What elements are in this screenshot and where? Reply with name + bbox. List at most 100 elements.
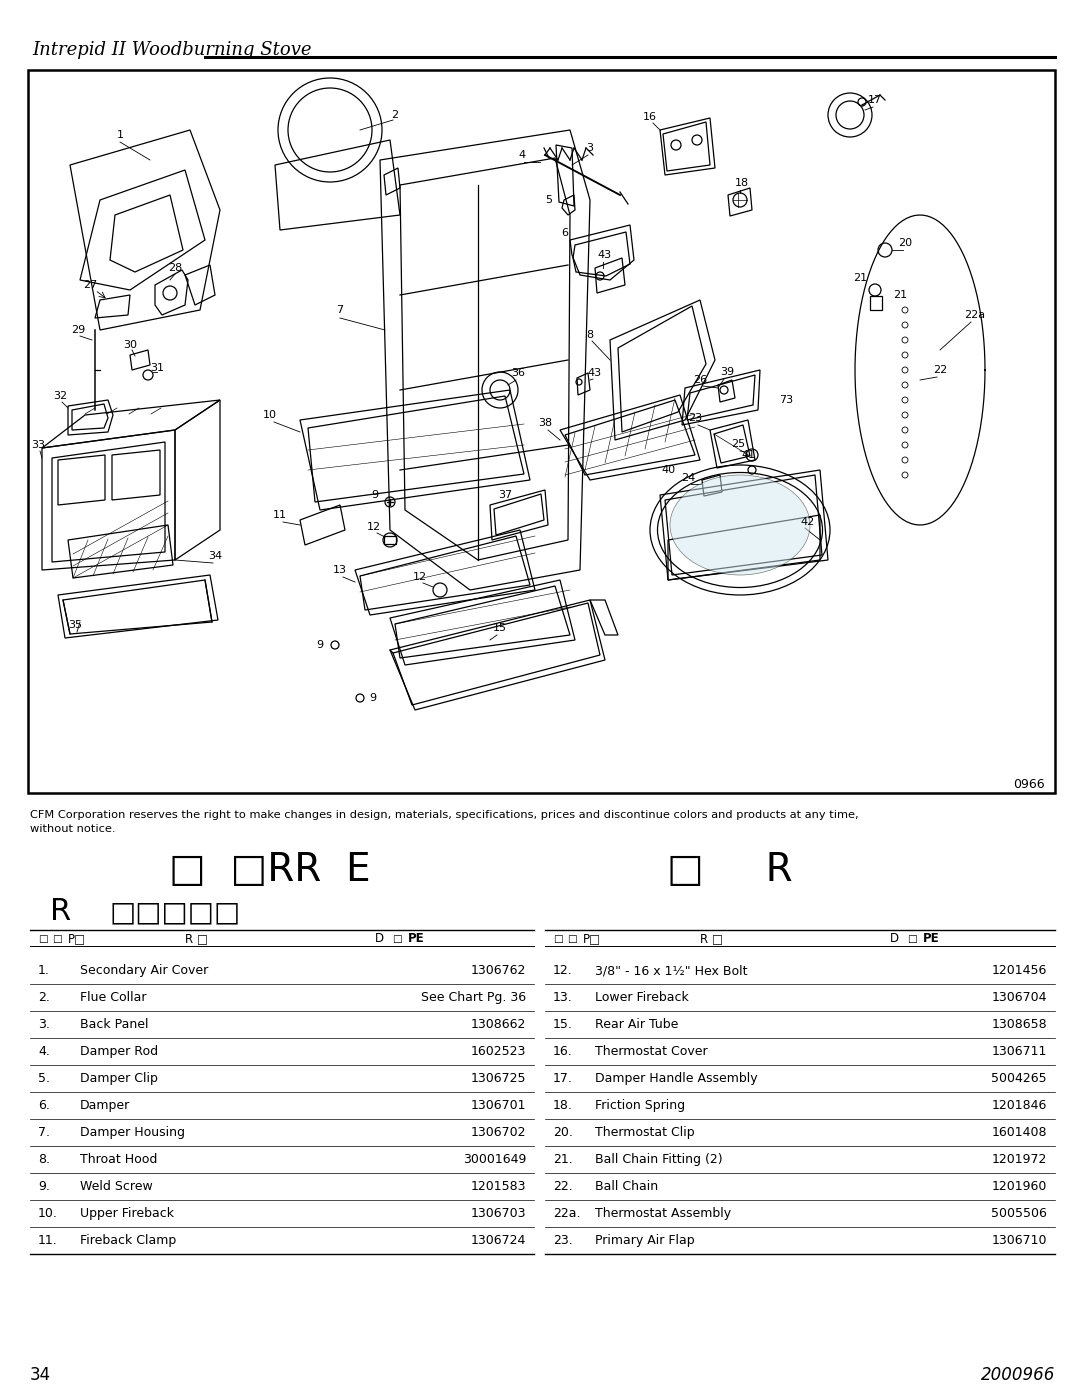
Text: 1306702: 1306702 — [471, 1126, 526, 1139]
Text: 20: 20 — [897, 237, 913, 249]
Text: 1308662: 1308662 — [471, 1018, 526, 1031]
Text: □: □ — [52, 935, 62, 944]
Text: 43: 43 — [588, 367, 602, 379]
Text: 16: 16 — [643, 112, 657, 122]
Text: 11.: 11. — [38, 1234, 57, 1248]
Text: Damper Clip: Damper Clip — [80, 1071, 158, 1085]
Text: 34: 34 — [30, 1366, 51, 1384]
Text: 1601408: 1601408 — [991, 1126, 1047, 1139]
Text: Lower Fireback: Lower Fireback — [595, 990, 689, 1004]
Text: 10.: 10. — [38, 1207, 58, 1220]
Text: 6: 6 — [562, 228, 568, 237]
Text: 43: 43 — [598, 250, 612, 260]
Text: 7: 7 — [337, 305, 343, 314]
Text: 22.: 22. — [553, 1180, 572, 1193]
Text: 18: 18 — [734, 177, 750, 189]
Text: 9: 9 — [372, 490, 379, 500]
Text: 1306762: 1306762 — [471, 964, 526, 977]
Text: 1602523: 1602523 — [471, 1045, 526, 1058]
Text: 21.: 21. — [553, 1153, 572, 1166]
Text: 1306725: 1306725 — [471, 1071, 526, 1085]
Text: Thermostat Assembly: Thermostat Assembly — [595, 1207, 731, 1220]
Text: 41: 41 — [741, 450, 755, 460]
Text: 9: 9 — [316, 640, 324, 650]
Text: 18.: 18. — [553, 1099, 572, 1112]
Text: 12.: 12. — [553, 964, 572, 977]
Text: 1306724: 1306724 — [471, 1234, 526, 1248]
Text: 1306704: 1306704 — [991, 990, 1047, 1004]
Text: Thermostat Clip: Thermostat Clip — [595, 1126, 694, 1139]
Text: 22a.: 22a. — [553, 1207, 581, 1220]
Text: 23: 23 — [688, 414, 702, 423]
Bar — [28, 70, 1055, 793]
Text: 37: 37 — [498, 490, 512, 500]
Text: 3: 3 — [586, 142, 594, 154]
Text: D: D — [375, 933, 384, 946]
Text: Rear Air Tube: Rear Air Tube — [595, 1018, 678, 1031]
Text: 17.: 17. — [553, 1071, 572, 1085]
Text: 9.: 9. — [38, 1180, 50, 1193]
Text: Back Panel: Back Panel — [80, 1018, 149, 1031]
Text: Secondary Air Cover: Secondary Air Cover — [80, 964, 208, 977]
Text: Fireback Clamp: Fireback Clamp — [80, 1234, 176, 1248]
Text: 2.: 2. — [38, 990, 50, 1004]
Text: Thermostat Cover: Thermostat Cover — [595, 1045, 707, 1058]
Text: P□: P□ — [68, 933, 86, 946]
Text: □: □ — [392, 935, 402, 944]
Text: Flue Collar: Flue Collar — [80, 990, 147, 1004]
Text: 38: 38 — [538, 418, 552, 427]
Text: 5: 5 — [545, 196, 553, 205]
Text: 5004265: 5004265 — [991, 1071, 1047, 1085]
Text: 1306701: 1306701 — [471, 1099, 526, 1112]
Text: 5.: 5. — [38, 1071, 50, 1085]
Text: 3.: 3. — [38, 1018, 50, 1031]
Text: R: R — [50, 897, 71, 926]
Text: 23.: 23. — [553, 1234, 572, 1248]
Text: Friction Spring: Friction Spring — [595, 1099, 685, 1112]
Text: 7.: 7. — [38, 1126, 50, 1139]
Text: 17: 17 — [868, 95, 882, 105]
Text: 31: 31 — [150, 363, 164, 373]
Text: 34: 34 — [208, 550, 222, 562]
Text: 1201583: 1201583 — [471, 1180, 526, 1193]
Text: 11: 11 — [273, 510, 287, 520]
Text: 5005506: 5005506 — [991, 1207, 1047, 1220]
Text: 12: 12 — [413, 571, 427, 583]
Text: 1201456: 1201456 — [991, 964, 1047, 977]
Text: 40: 40 — [661, 465, 675, 475]
Text: □□□□□: □□□□□ — [110, 898, 241, 926]
Text: 10: 10 — [264, 409, 276, 420]
Text: 4.: 4. — [38, 1045, 50, 1058]
Text: 30001649: 30001649 — [462, 1153, 526, 1166]
Text: 35: 35 — [68, 620, 82, 630]
Text: Damper: Damper — [80, 1099, 131, 1112]
Text: PE: PE — [408, 933, 424, 946]
Text: 30: 30 — [123, 339, 137, 351]
Text: 1306710: 1306710 — [991, 1234, 1047, 1248]
Text: 9: 9 — [369, 693, 377, 703]
Text: 16.: 16. — [553, 1045, 572, 1058]
Text: 36: 36 — [511, 367, 525, 379]
Text: 3/8" - 16 x 1½" Hex Bolt: 3/8" - 16 x 1½" Hex Bolt — [595, 964, 747, 977]
Text: 29: 29 — [71, 326, 85, 335]
Text: 2000966: 2000966 — [981, 1366, 1055, 1384]
Text: 26: 26 — [693, 374, 707, 386]
Text: 1.: 1. — [38, 964, 50, 977]
Text: 0966: 0966 — [1013, 778, 1045, 791]
Text: Throat Hood: Throat Hood — [80, 1153, 158, 1166]
Text: 15: 15 — [492, 623, 507, 633]
Text: 73: 73 — [779, 395, 793, 405]
Text: 24: 24 — [680, 474, 696, 483]
Text: 6.: 6. — [38, 1099, 50, 1112]
Text: 1201972: 1201972 — [991, 1153, 1047, 1166]
Text: 21: 21 — [853, 272, 867, 284]
Text: 15.: 15. — [553, 1018, 572, 1031]
Text: D: D — [890, 933, 900, 946]
Text: Intrepid II Woodburning Stove: Intrepid II Woodburning Stove — [32, 41, 311, 59]
Text: P□: P□ — [583, 933, 602, 946]
Text: 28: 28 — [167, 263, 183, 272]
Text: PE: PE — [923, 933, 940, 946]
Text: □: □ — [553, 935, 563, 944]
Text: 21: 21 — [893, 291, 907, 300]
Text: Upper Fireback: Upper Fireback — [80, 1207, 174, 1220]
